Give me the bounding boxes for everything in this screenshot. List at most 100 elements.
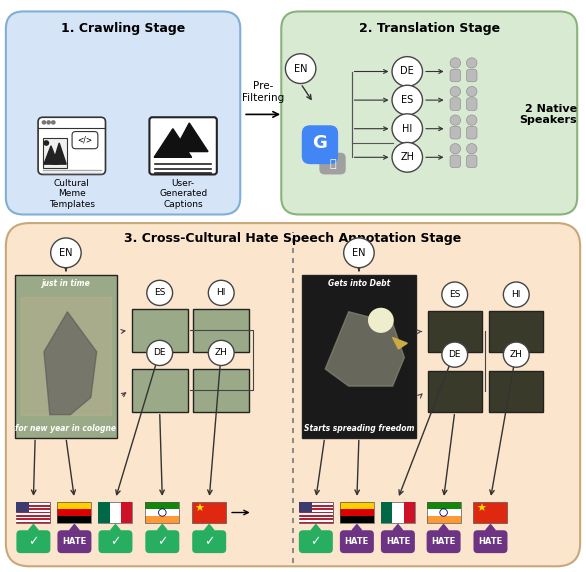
Circle shape: [450, 86, 461, 97]
Circle shape: [392, 57, 423, 86]
FancyBboxPatch shape: [427, 509, 461, 516]
Circle shape: [285, 54, 316, 84]
FancyBboxPatch shape: [381, 530, 415, 553]
Text: ZH: ZH: [510, 350, 523, 359]
FancyBboxPatch shape: [428, 371, 482, 412]
FancyBboxPatch shape: [98, 502, 110, 523]
Text: for new year in cologne: for new year in cologne: [15, 424, 117, 433]
FancyBboxPatch shape: [299, 507, 333, 509]
FancyBboxPatch shape: [16, 502, 50, 523]
FancyBboxPatch shape: [299, 517, 333, 518]
Text: 3. Cross-Cultural Hate Speech Annotation Stage: 3. Cross-Cultural Hate Speech Annotation…: [124, 232, 462, 245]
Circle shape: [146, 280, 172, 305]
FancyBboxPatch shape: [299, 513, 333, 515]
FancyBboxPatch shape: [450, 98, 461, 110]
Text: ✓: ✓: [311, 535, 321, 548]
Text: ES: ES: [401, 95, 413, 105]
Text: just in time: just in time: [42, 279, 90, 288]
FancyBboxPatch shape: [302, 125, 338, 164]
FancyBboxPatch shape: [428, 311, 482, 352]
Text: HI: HI: [402, 124, 413, 134]
FancyBboxPatch shape: [145, 530, 179, 553]
FancyBboxPatch shape: [16, 520, 50, 522]
Text: DE: DE: [448, 350, 461, 359]
Circle shape: [450, 115, 461, 125]
Circle shape: [146, 340, 172, 366]
Circle shape: [343, 238, 374, 268]
FancyBboxPatch shape: [404, 502, 415, 523]
Text: 1. Crawling Stage: 1. Crawling Stage: [61, 22, 185, 35]
FancyBboxPatch shape: [473, 502, 507, 523]
Text: HI: HI: [512, 290, 521, 299]
Polygon shape: [44, 146, 58, 164]
Circle shape: [46, 120, 51, 125]
Polygon shape: [352, 525, 362, 530]
FancyBboxPatch shape: [43, 138, 67, 168]
Text: ES: ES: [154, 288, 165, 297]
Circle shape: [209, 340, 234, 366]
FancyBboxPatch shape: [427, 530, 461, 553]
FancyBboxPatch shape: [57, 502, 91, 509]
FancyBboxPatch shape: [340, 502, 374, 509]
Text: ★: ★: [476, 505, 486, 514]
FancyBboxPatch shape: [16, 507, 50, 509]
Circle shape: [450, 144, 461, 154]
FancyBboxPatch shape: [57, 509, 91, 516]
FancyBboxPatch shape: [299, 510, 333, 512]
FancyBboxPatch shape: [145, 509, 179, 516]
Text: HATE: HATE: [62, 537, 87, 546]
Text: EN: EN: [59, 248, 73, 258]
FancyBboxPatch shape: [299, 503, 333, 505]
Polygon shape: [486, 525, 495, 530]
Text: ✓: ✓: [110, 535, 121, 548]
FancyBboxPatch shape: [57, 516, 91, 523]
Polygon shape: [311, 525, 321, 530]
FancyBboxPatch shape: [299, 502, 312, 512]
FancyBboxPatch shape: [450, 155, 461, 168]
Text: </>: </>: [77, 136, 93, 145]
FancyBboxPatch shape: [72, 132, 98, 149]
FancyBboxPatch shape: [381, 502, 415, 523]
Circle shape: [43, 140, 49, 146]
Polygon shape: [205, 525, 214, 530]
Circle shape: [503, 282, 529, 307]
Circle shape: [466, 144, 477, 154]
FancyBboxPatch shape: [427, 502, 461, 509]
FancyBboxPatch shape: [98, 502, 132, 523]
FancyBboxPatch shape: [98, 530, 132, 553]
FancyBboxPatch shape: [489, 371, 543, 412]
FancyBboxPatch shape: [132, 309, 188, 352]
Text: Pre-
Filtering: Pre- Filtering: [242, 81, 284, 103]
FancyBboxPatch shape: [466, 126, 477, 139]
Circle shape: [466, 58, 477, 68]
FancyBboxPatch shape: [319, 153, 346, 174]
FancyBboxPatch shape: [489, 311, 543, 352]
FancyBboxPatch shape: [299, 502, 333, 523]
Text: 文: 文: [329, 158, 336, 169]
FancyBboxPatch shape: [16, 503, 50, 505]
FancyBboxPatch shape: [6, 223, 580, 566]
FancyBboxPatch shape: [16, 510, 50, 512]
FancyBboxPatch shape: [381, 502, 392, 523]
Circle shape: [442, 282, 468, 307]
Text: ✓: ✓: [204, 535, 214, 548]
FancyBboxPatch shape: [299, 520, 333, 522]
Text: HI: HI: [217, 288, 226, 297]
Text: EN: EN: [294, 63, 308, 74]
Circle shape: [42, 120, 46, 125]
Circle shape: [50, 238, 81, 268]
FancyBboxPatch shape: [302, 275, 416, 438]
Polygon shape: [29, 525, 38, 530]
Polygon shape: [154, 129, 192, 157]
Text: 2. Translation Stage: 2. Translation Stage: [359, 22, 500, 35]
FancyBboxPatch shape: [132, 369, 188, 412]
Text: 2 Native
Speakers: 2 Native Speakers: [520, 104, 577, 125]
Circle shape: [442, 342, 468, 367]
FancyBboxPatch shape: [193, 369, 249, 412]
FancyBboxPatch shape: [340, 516, 374, 523]
FancyBboxPatch shape: [340, 530, 374, 553]
Text: EN: EN: [352, 248, 366, 258]
FancyBboxPatch shape: [192, 502, 226, 523]
Circle shape: [368, 308, 394, 333]
Polygon shape: [174, 123, 208, 152]
